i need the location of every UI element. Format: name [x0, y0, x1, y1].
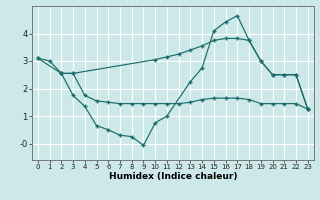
X-axis label: Humidex (Indice chaleur): Humidex (Indice chaleur) — [108, 172, 237, 181]
